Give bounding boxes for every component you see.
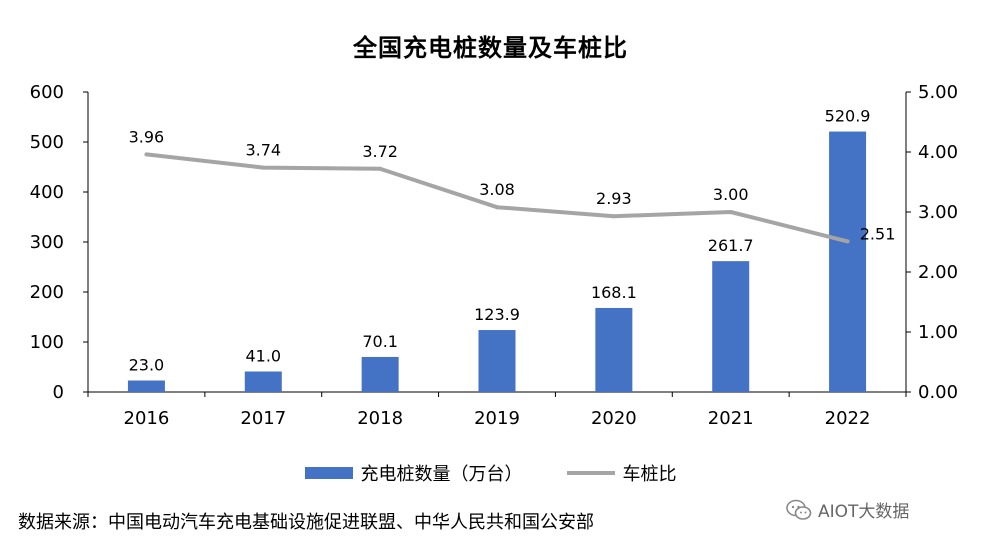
line-label: 3.72 xyxy=(362,142,398,161)
bar-label: 261.7 xyxy=(708,236,754,255)
legend-label-line: 车桩比 xyxy=(622,464,677,485)
x-tick-label: 2022 xyxy=(825,408,871,429)
bar-label: 41.0 xyxy=(245,347,281,366)
y-tick-label-right: 4.00 xyxy=(918,142,958,163)
line-point xyxy=(495,205,499,210)
bar xyxy=(244,371,282,392)
line-label: 3.96 xyxy=(129,127,165,146)
line-label: 2.93 xyxy=(596,189,632,208)
legend-item-line[interactable]: 车桩比 xyxy=(566,460,677,486)
line-point xyxy=(611,214,616,219)
y-tick-label-right: 2.00 xyxy=(918,262,958,283)
source-note: 数据来源：中国电动汽车充电基础设施促进联盟、中华人民共和国公安部 xyxy=(18,512,594,533)
line-point xyxy=(728,210,733,214)
line-label: 2.51 xyxy=(860,224,896,243)
legend-item-bars[interactable]: 充电桩数量（万台） xyxy=(304,460,523,486)
bar-label: 520.9 xyxy=(825,107,871,126)
legend-swatch-line xyxy=(566,471,615,475)
bar-label: 70.1 xyxy=(362,332,398,351)
x-tick-label: 2017 xyxy=(240,408,286,429)
x-tick-label: 2016 xyxy=(124,408,170,429)
x-tick-label: 2019 xyxy=(474,408,520,429)
y-tick-label-left: 0 xyxy=(53,382,64,403)
y-tick-label-right: 3.00 xyxy=(918,202,958,223)
y-tick-label-left: 400 xyxy=(30,182,64,203)
bar-label: 23.0 xyxy=(129,356,165,375)
x-tick-label: 2020 xyxy=(591,408,637,429)
bar xyxy=(712,261,750,392)
line-label: 3.00 xyxy=(713,185,749,204)
y-tick-label-right: 5.00 xyxy=(918,82,958,103)
bar xyxy=(595,307,633,392)
wechat-icon xyxy=(786,499,812,520)
line-label: 3.08 xyxy=(479,180,515,199)
line-point xyxy=(144,152,149,157)
bar xyxy=(361,356,399,392)
y-tick-label-left: 600 xyxy=(30,82,64,103)
chart-title: 全国充电桩数量及车桩比 xyxy=(353,34,628,62)
y-tick-label-right: 1.00 xyxy=(918,322,958,343)
legend-swatch-bars xyxy=(304,467,353,479)
y-tick-label-left: 100 xyxy=(30,332,64,353)
y-tick-label-left: 200 xyxy=(30,282,64,303)
bar-label: 168.1 xyxy=(591,283,637,302)
bar xyxy=(127,380,165,392)
x-tick-label: 2021 xyxy=(708,408,754,429)
y-tick-label-right: 0.00 xyxy=(918,382,958,403)
watermark-text: AIOT大数据 xyxy=(818,502,910,522)
watermark: AIOT大数据 xyxy=(786,497,909,522)
line-label: 3.74 xyxy=(245,141,281,160)
line-point xyxy=(845,239,850,244)
x-tick-label: 2018 xyxy=(357,408,403,429)
legend-label-bars: 充电桩数量（万台） xyxy=(360,464,523,485)
bar xyxy=(829,131,867,393)
y-tick-label-left: 500 xyxy=(30,132,64,153)
line-point xyxy=(378,166,383,171)
legend: 充电桩数量（万台） 车桩比 xyxy=(0,460,981,486)
bar-label: 123.9 xyxy=(474,305,520,324)
y-tick-label-left: 300 xyxy=(30,232,64,253)
bar xyxy=(478,330,516,392)
line-point xyxy=(261,165,266,170)
